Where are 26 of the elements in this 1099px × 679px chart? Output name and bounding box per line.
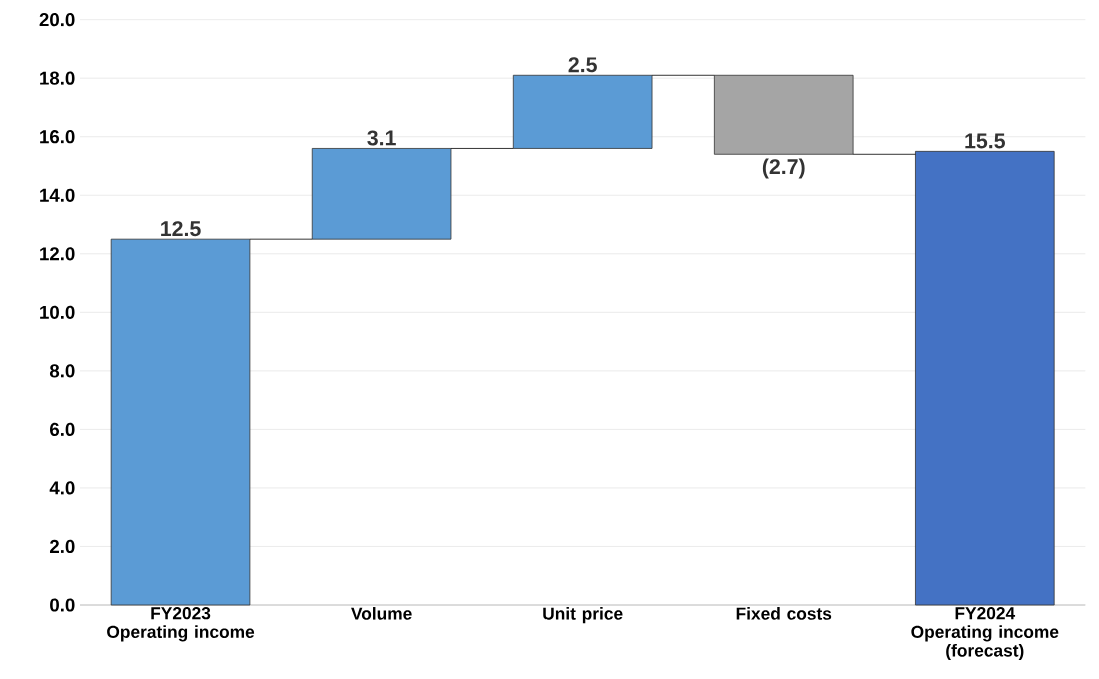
y-tick-label: 8.0 <box>49 364 75 378</box>
y-tick-label: 18.0 <box>40 71 75 85</box>
bar <box>915 150 1055 606</box>
y-tick-label: 10.0 <box>40 305 75 319</box>
x-tick-label: Unit price <box>543 607 623 624</box>
data-label: 15.5 <box>965 133 1005 149</box>
y-tick-label: 4.0 <box>49 481 75 495</box>
x-tick-label: FY2023 Operating income <box>107 607 255 642</box>
data-label: 2.5 <box>568 57 597 73</box>
y-tick-label: 14.0 <box>40 188 75 202</box>
bar <box>512 74 653 149</box>
y-tick-label: 12.0 <box>40 247 75 261</box>
x-tick-label: FY2024 Operating income (forecast) <box>911 607 1059 661</box>
y-tick-label: 2.0 <box>49 539 75 554</box>
y-tick-label: 16.0 <box>40 130 75 144</box>
y-tick-label: 0.0 <box>50 598 75 612</box>
data-label: 12.5 <box>161 221 201 237</box>
x-tick-label: Fixed costs <box>736 607 832 620</box>
y-tick-label: 6.0 <box>50 422 75 437</box>
data-label: 3.1 <box>367 130 396 146</box>
bar <box>110 238 251 606</box>
bar <box>311 148 452 240</box>
x-tick-label: Volume <box>351 607 412 620</box>
bar <box>713 74 854 155</box>
y-tick-label: 20.0 <box>39 13 75 27</box>
data-label: (2.7) <box>762 158 805 179</box>
